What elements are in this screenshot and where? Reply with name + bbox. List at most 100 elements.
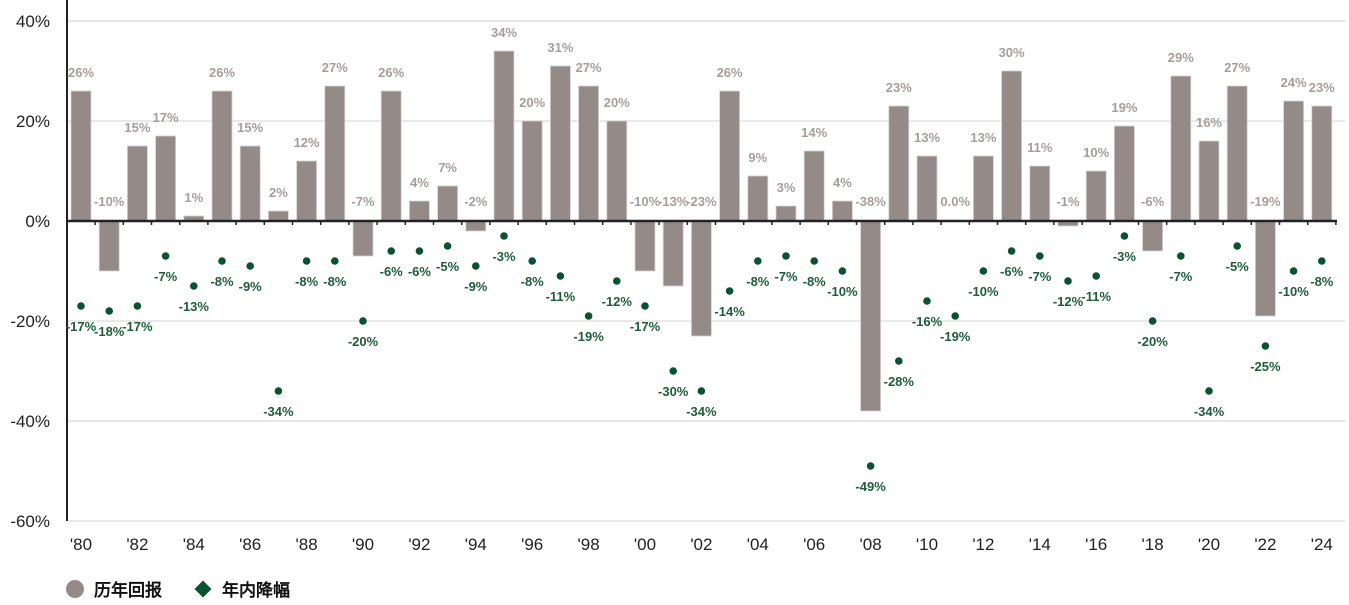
bar [408,200,430,222]
x-tick-label: '94 [465,535,487,554]
drawdown-point [782,252,790,260]
bar-data-label: 26% [378,65,404,80]
bar [211,90,233,222]
x-tick-label: '04 [747,535,769,554]
y-tick-label: 0% [25,212,50,231]
bar-data-label: 19% [1111,100,1137,115]
bar [719,90,740,222]
bar-data-label: 27% [576,60,602,75]
drawdown-point [979,267,988,275]
drawdown-data-label: -18% [94,324,125,339]
x-tick-label: '88 [296,535,318,554]
bar-data-label: 12% [294,135,320,150]
bar-data-label: 26% [209,65,235,80]
bar-data-label: -1% [1056,194,1080,209]
drawdown-point [246,262,254,270]
bar [775,205,797,222]
drawdown-data-label: -7% [1169,269,1193,284]
bar-data-label: 3% [777,180,796,195]
drawdown-point [1318,257,1326,265]
y-tick-label: -40% [10,412,50,431]
bar [1255,220,1276,317]
bar [324,85,346,222]
drawdown-point [105,307,113,315]
drawdown-data-label: -7% [774,269,798,284]
drawdown-point [838,267,847,275]
bar [155,135,177,222]
bar-data-label: 34% [491,25,517,40]
bar-data-label: -10% [94,194,125,209]
bar-data-label: 23% [886,80,912,95]
drawdown-data-label: -11% [1081,289,1111,304]
y-tick-label: -60% [10,512,50,531]
drawdown-point [895,357,903,365]
bar [662,220,684,287]
x-tick-label: '80 [70,535,92,554]
bar-data-label: 13% [914,130,940,145]
bar-data-label: 13% [970,130,996,145]
bar-data-label: -19% [1250,194,1281,209]
legend-item-annual-return: 历年回报 [66,576,162,601]
drawdown-data-label: -49% [855,479,886,494]
drawdown-data-label: -8% [746,274,770,289]
drawdown-data-label: -12% [1053,294,1084,309]
drawdown-point [218,257,226,265]
drawdown-point [302,257,311,265]
drawdown-data-label: -19% [940,329,971,344]
drawdown-point [331,257,339,265]
bar [973,155,994,222]
bar [1114,125,1135,222]
bar-data-label: -13% [658,194,689,209]
drawdown-point [810,257,818,265]
drawdown-data-label: -28% [884,374,915,389]
bar [747,175,769,222]
bar-data-label: -10% [630,194,661,209]
legend-label-annual-return: 历年回报 [94,581,162,601]
x-tick-label: '84 [183,535,205,554]
x-tick-label: '90 [352,535,374,554]
bar-data-label: 27% [322,60,348,75]
bar [803,150,825,222]
drawdown-point [754,257,762,265]
bar-data-label: 24% [1281,75,1307,90]
x-tick-label: '20 [1198,535,1220,554]
drawdown-data-label: -9% [464,279,488,294]
drawdown-point [387,247,396,255]
bar [493,50,515,222]
drawdown-data-label: -12% [602,294,633,309]
x-tick-label: '08 [860,535,882,554]
drawdown-point [613,277,621,285]
drawdown-data-label: -25% [1250,359,1281,374]
bar-data-label: 20% [519,95,545,110]
bar [1311,105,1333,222]
x-tick-label: '02 [690,535,712,554]
drawdown-point [1289,267,1298,275]
bar [1142,220,1163,252]
y-tick-label: 20% [16,112,50,131]
x-tick-label: '12 [972,535,994,554]
drawdown-data-label: -34% [686,404,717,419]
drawdown-data-label: -17% [66,319,97,334]
bar-data-label: 27% [1224,60,1250,75]
bar [239,145,261,222]
bar-data-label: 17% [153,110,179,125]
bar [1283,100,1304,222]
x-tick-label: '22 [1254,535,1276,554]
x-tick-label: '00 [634,535,656,554]
bar-data-label: 23% [1309,80,1335,95]
bar-data-label: 31% [547,40,573,55]
bar [1198,140,1220,222]
drawdown-data-label: -30% [658,384,689,399]
bar [691,220,712,337]
drawdown-point [1205,387,1213,395]
drawdown-point [951,312,959,320]
bar [352,220,374,257]
drawdown-point [528,257,536,265]
legend-circle-icon [66,579,84,598]
drawdown-data-label: -17% [630,319,661,334]
x-tick-label: '10 [916,535,938,554]
drawdown-data-label: -7% [1028,269,1052,284]
bar [1170,75,1192,222]
drawdown-point [641,302,649,310]
bar [606,120,628,222]
